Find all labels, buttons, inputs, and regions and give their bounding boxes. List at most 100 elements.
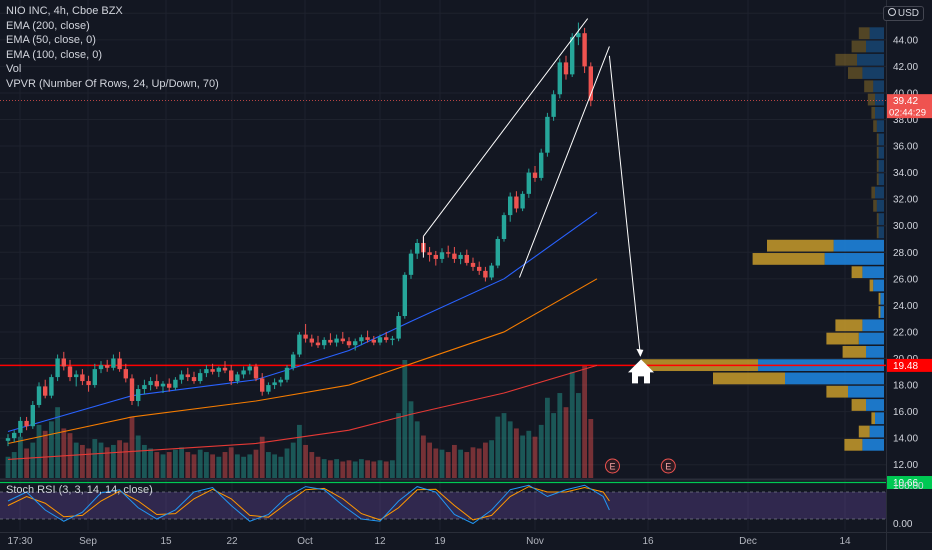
volume-bar: [104, 447, 110, 478]
y-tick-label: 28.00: [893, 248, 918, 259]
volume-bar: [414, 421, 420, 478]
volume-bar: [569, 371, 575, 478]
volume-bar: [340, 461, 346, 478]
x-tick-label: Oct: [297, 536, 313, 547]
candle-body: [532, 172, 538, 178]
candle: [80, 369, 85, 386]
candle-body: [371, 339, 376, 343]
candle-body: [439, 252, 445, 259]
currency-button[interactable]: USD: [882, 6, 924, 21]
volume-bar: [557, 393, 563, 478]
candle-body: [396, 316, 401, 339]
volume-bar: [365, 460, 370, 478]
legend-ema200[interactable]: EMA (200, close): [6, 19, 90, 32]
legend-ema100[interactable]: EMA (100, close, 0): [6, 48, 102, 61]
candle-body: [520, 193, 525, 209]
candle: [204, 365, 209, 378]
projection-arrow-line: [608, 55, 641, 356]
candle-body: [557, 62, 562, 95]
candle-body: [235, 374, 240, 382]
candle-body: [173, 379, 178, 388]
vpvr-up-bar: [875, 93, 884, 106]
candle: [297, 331, 302, 358]
volume-bar: [49, 421, 54, 478]
candle-body: [576, 33, 581, 38]
candle: [272, 378, 277, 390]
vpvr-down-bar: [876, 173, 879, 186]
vpvr-up-bar: [878, 133, 884, 146]
candle-body: [278, 379, 283, 383]
candle-body: [408, 253, 414, 275]
vpvr-down-bar: [858, 27, 870, 40]
earnings-marker: [605, 458, 620, 474]
candle: [105, 359, 110, 372]
volume-bar: [483, 442, 488, 478]
legend: NIO INC, 4h, Cboe BZX EMA (200, close) E…: [6, 4, 219, 92]
candle: [570, 33, 575, 78]
candle-body: [216, 367, 221, 372]
volume-bar: [185, 452, 191, 478]
candle-body: [74, 374, 79, 378]
vpvr-down-bar: [848, 67, 863, 79]
candle: [588, 62, 593, 107]
volume-bar: [241, 456, 246, 478]
candle: [18, 416, 23, 437]
legend-vol[interactable]: Vol: [6, 63, 22, 76]
legend-vpvr[interactable]: VPVR (Number Of Rows, 24, Up/Down, 70): [6, 77, 219, 90]
vpvr-down-bar: [871, 412, 875, 425]
candle-body: [582, 33, 587, 67]
vpvr-up-bar: [875, 412, 884, 425]
candle: [24, 416, 29, 431]
candle-body: [446, 252, 451, 254]
vpvr-down-bar: [851, 399, 866, 411]
volume-bar: [42, 430, 48, 478]
earnings-marker: [660, 458, 676, 474]
candle-body: [191, 377, 197, 382]
candle-body: [340, 338, 345, 342]
candle: [30, 400, 35, 429]
candle: [328, 333, 333, 346]
candle: [501, 212, 507, 242]
volume-bar: [588, 419, 594, 478]
candle: [210, 363, 215, 375]
y-tick-label: 44.00: [893, 35, 918, 46]
volume-bar: [421, 435, 426, 478]
candle: [551, 90, 556, 121]
volume-bar: [445, 452, 451, 478]
candle: [371, 335, 376, 346]
stoch-rsi-label[interactable]: Stoch RSI (3, 3, 14, 14, close): [6, 484, 153, 496]
volume-bar: [377, 460, 383, 478]
candle-body: [291, 354, 296, 368]
candle-body: [539, 152, 544, 178]
earnings-marker-label: E: [609, 462, 615, 472]
vpvr-up-bar: [862, 67, 884, 79]
volume-bar: [532, 436, 538, 478]
y-tick-label: 34.00: [893, 168, 918, 179]
candle-body: [353, 341, 358, 346]
candle: [191, 371, 197, 384]
vpvr-up-bar: [833, 239, 884, 252]
legend-ema50[interactable]: EMA (50, close, 0): [6, 34, 96, 47]
vpvr-up-bar: [862, 319, 884, 332]
candle: [247, 363, 252, 375]
candle-body: [260, 378, 265, 392]
candle-body: [489, 265, 494, 278]
candle: [229, 365, 234, 386]
volume-bar: [495, 416, 501, 478]
candle-body: [136, 389, 141, 401]
y-tick-label: 40.00: [893, 88, 918, 99]
candle: [284, 365, 290, 383]
candle-body: [98, 365, 104, 370]
candle-body: [309, 338, 314, 343]
candle-body: [222, 367, 228, 371]
legend-symbol: NIO INC, 4h, Cboe BZX: [6, 5, 123, 17]
candle: [526, 168, 531, 198]
x-tick-label: Nov: [526, 536, 544, 547]
volume-bar: [489, 440, 494, 478]
candle-body: [334, 338, 339, 343]
volume-bar: [216, 456, 222, 478]
rsi-band: [0, 492, 886, 519]
candle: [415, 239, 420, 259]
